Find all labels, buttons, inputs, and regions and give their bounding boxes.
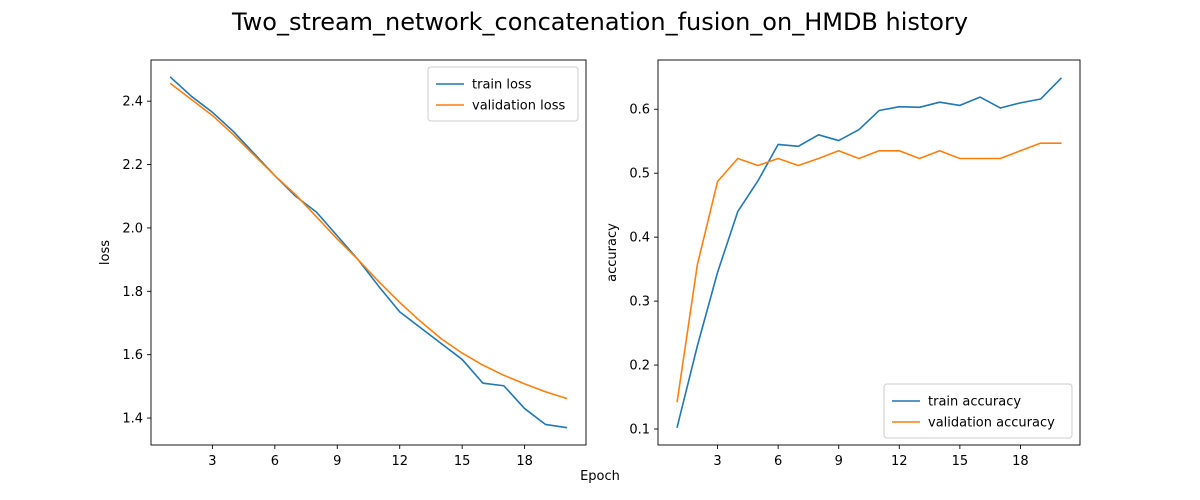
y-tick-label: 0.2 (629, 359, 650, 374)
x-tick-label: 6 (774, 454, 782, 469)
y-tick-label: 0.3 (629, 295, 650, 310)
y-tick-label: 1.8 (122, 285, 143, 300)
x-tick-label: 3 (713, 454, 721, 469)
y-tick-label: 2.4 (122, 95, 143, 110)
y-tick-label: 2.2 (122, 158, 143, 173)
train-accuracy-legend-label: train accuracy (928, 395, 1021, 410)
x-tick-label: 3 (208, 454, 216, 469)
y-tick-label: 0.4 (629, 231, 650, 246)
validation-accuracy-legend-label: validation accuracy (928, 416, 1055, 431)
x-tick-label: 18 (516, 454, 533, 469)
legend-box (883, 383, 1073, 439)
x-tick-label: 9 (835, 454, 843, 469)
x-axis-label: Epoch (580, 469, 620, 484)
x-tick-label: 15 (454, 454, 471, 469)
train-loss-line (169, 76, 568, 429)
y-tick-label: 0.1 (629, 423, 650, 438)
validation-accuracy-line (676, 142, 1062, 403)
y-tick-label: 1.6 (122, 348, 143, 363)
figure-title: Two_stream_network_concatenation_fusion_… (231, 8, 968, 36)
x-tick-label: 12 (391, 454, 408, 469)
y-tick-label: 2.0 (122, 221, 143, 236)
x-tick-label: 9 (333, 454, 341, 469)
validation-loss-legend-label: validation loss (472, 99, 565, 114)
validation-loss-line (169, 82, 568, 400)
x-tick-label: 12 (891, 454, 908, 469)
legend-box (427, 66, 579, 122)
train-loss-legend-label: train loss (472, 78, 532, 93)
y-axis-label: accuracy (605, 223, 620, 282)
x-tick-label: 15 (952, 454, 969, 469)
loss-subplot: 3 6 9 12 15 18 1.4 1.6 1.8 2.0 2.2 2.4 loss train los… (98, 59, 587, 469)
legend: train loss validation loss (427, 66, 579, 122)
y-tick-label: 1.4 (122, 412, 143, 427)
x-tick-label: 6 (271, 454, 279, 469)
x-tick-label: 18 (1012, 454, 1029, 469)
train-accuracy-line (676, 77, 1062, 429)
plot-frame (150, 59, 587, 446)
y-axis-label: loss (98, 240, 113, 265)
y-tick-label: 0.5 (629, 167, 650, 182)
plot-frame (657, 59, 1081, 446)
legend: train accuracy validation accuracy (883, 383, 1073, 439)
y-tick-label: 0.6 (629, 103, 650, 118)
accuracy-subplot: 3 6 9 12 15 18 0.1 0.2 0.3 0.4 0.5 0.6 accuracy train… (605, 59, 1081, 469)
